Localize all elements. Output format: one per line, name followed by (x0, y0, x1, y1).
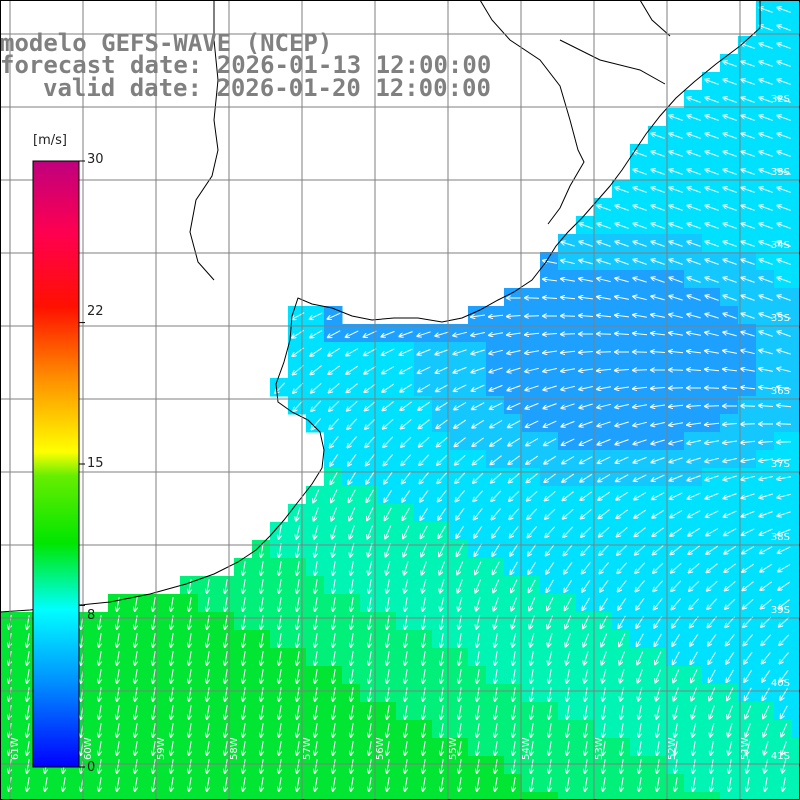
lat-label: 36S (771, 386, 790, 397)
lon-label: 52W (667, 737, 678, 760)
colorbar-tick-30: 30 (87, 152, 104, 167)
lon-label: 60W (83, 737, 94, 760)
lon-label: 59W (156, 737, 167, 760)
lat-label: 32S (771, 94, 790, 105)
title-line-2: forecast date: 2026-01-13 12:00:00 (0, 51, 492, 79)
lat-label: 40S (771, 678, 790, 689)
colorbar-tick-22: 22 (87, 304, 104, 319)
coastline (0, 0, 761, 613)
colorbar-tick-15: 15 (87, 456, 104, 471)
colorbar-gradient (32, 160, 80, 768)
lat-label: 37S (771, 459, 790, 470)
lon-label: 51W (740, 737, 751, 760)
lat-label: 34S (771, 240, 790, 251)
lon-label: 54W (521, 737, 532, 760)
title-line-3: valid date: 2026-01-20 12:00:00 (43, 74, 491, 102)
lon-label: 53W (594, 737, 605, 760)
lon-label: 56W (375, 737, 386, 760)
lat-label: 35S (771, 313, 790, 324)
lon-label: 57W (302, 737, 313, 760)
colorbar-tick-0: 0 (87, 760, 96, 775)
colorbar-unit: [m/s] (33, 133, 67, 148)
lat-label: 38S (771, 532, 790, 543)
lat-label: 39S (771, 605, 790, 616)
lat-label: 41S (771, 751, 790, 762)
grid-labels: 32S 33S 34S 35S 36S 37S 38S 39S 40S 41S 61W 60W 59W 5… (10, 94, 790, 762)
colorbar (32, 160, 85, 768)
title-line-1: modelo GEFS-WAVE (NCEP) (0, 29, 333, 57)
lon-label: 58W (229, 737, 240, 760)
lat-label: 33S (771, 167, 790, 178)
colorbar-tick-8: 8 (87, 608, 96, 623)
lon-label: 55W (448, 737, 459, 760)
lon-label: 61W (10, 737, 21, 760)
